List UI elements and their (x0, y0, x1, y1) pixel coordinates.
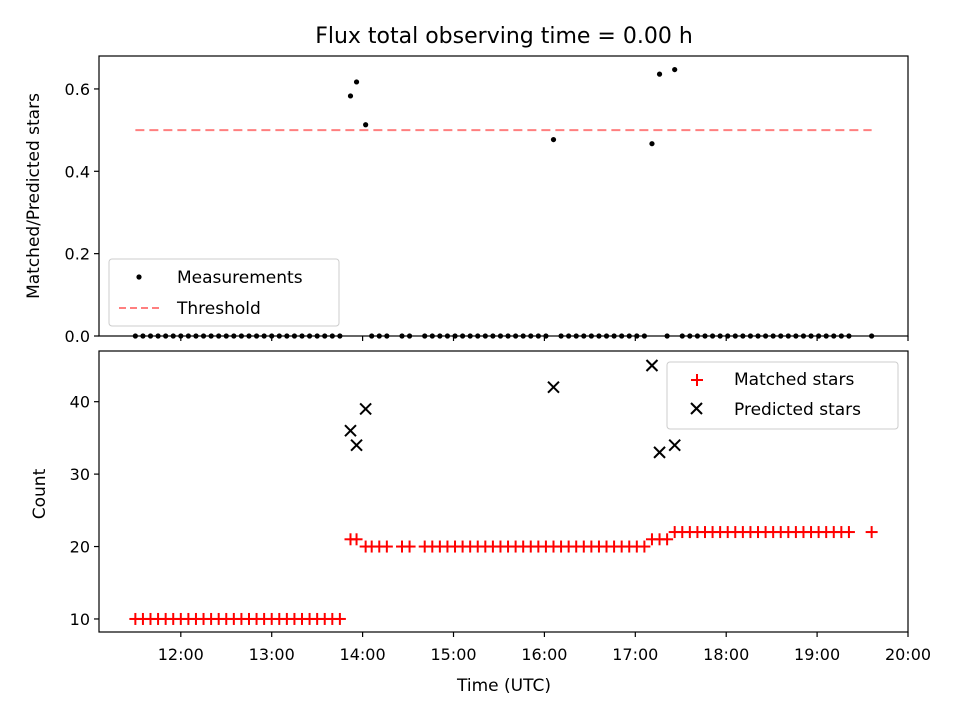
x-b (645, 359, 659, 372)
top-axes-frame (98, 55, 909, 337)
y-tick-label: 0.2 (65, 245, 90, 264)
x-tick-label: 15:00 (430, 645, 476, 664)
measurement-point (353, 79, 360, 85)
bottom-axes-frame (98, 350, 909, 633)
y-tick-label: 0.6 (65, 80, 90, 99)
measurement-point (550, 136, 557, 143)
top-legend: Measurements Threshold (108, 258, 340, 327)
top-y-axis-label: Matched/Predicted stars (24, 93, 44, 299)
y-tick-label: 10 (70, 610, 90, 629)
y-tick-label: 40 (70, 393, 90, 412)
predicted-star-point (645, 359, 659, 372)
measurement-point (672, 66, 678, 73)
measurement-point (347, 93, 354, 99)
bottom-legend-box (666, 361, 899, 430)
x-b (344, 424, 357, 437)
legend-matched-label: Matched stars (734, 370, 854, 390)
bottom-plot-area (129, 359, 878, 625)
x-axis-label: Time (UTC) (456, 676, 551, 696)
legend-measurements-marker (136, 274, 142, 280)
x-b (547, 381, 560, 394)
predicted-star-point (547, 381, 560, 394)
measurement-point (363, 122, 369, 128)
x-tick-label: 13:00 (249, 645, 295, 664)
x-tick-label: 17:00 (612, 645, 658, 664)
x-tick-label: 18:00 (703, 645, 749, 664)
predicted-star-point (350, 438, 363, 452)
matched-star-point (661, 533, 674, 546)
matched-star-point (333, 612, 346, 625)
legend-predicted-marker (690, 402, 703, 415)
matched-star-point (865, 526, 878, 539)
bottom-legend: Matched stars Predicted stars (666, 361, 899, 430)
x-b (653, 446, 666, 459)
matched-star-point (380, 540, 393, 553)
legend-matched-marker (691, 374, 703, 386)
predicted-star-point (668, 438, 681, 452)
x-b (350, 438, 363, 452)
x-tick-label: 20:00 (885, 645, 931, 664)
y-tick-label: 30 (70, 465, 90, 484)
measurement-point (656, 71, 663, 77)
bottom-y-axis-label: Count (30, 468, 50, 519)
matched-star-point (403, 540, 416, 553)
predicted-star-point (653, 446, 666, 459)
top-panel: Flux total observing time = 0.00 h Match… (24, 24, 909, 339)
x-b (668, 438, 681, 452)
chart-title: Flux total observing time = 0.00 h (315, 24, 693, 49)
y-tick-label: 20 (70, 538, 90, 557)
matched-star-point (638, 540, 651, 553)
bottom-panel: Count Time (UTC) Matched stars Predicted… (30, 350, 909, 696)
predicted-star-point (359, 402, 372, 416)
matched-star-point (842, 526, 855, 539)
x-tick-label: 19:00 (794, 645, 840, 664)
y-tick-label: 0.0 (65, 327, 90, 346)
x-tick-label: 14:00 (340, 645, 386, 664)
legend-predicted-label: Predicted stars (734, 400, 861, 420)
x-tick-label: 16:00 (521, 645, 567, 664)
x-b (359, 402, 372, 416)
x-tick-label: 12:00 (158, 645, 204, 664)
y-tick-label: 0.4 (65, 162, 90, 181)
top-legend-box (108, 258, 340, 327)
legend-measurements-label: Measurements (177, 268, 303, 288)
legend-threshold-label: Threshold (176, 299, 261, 319)
matched-star-point (350, 533, 363, 546)
measurement-point (649, 141, 655, 147)
predicted-star-point (344, 424, 357, 437)
